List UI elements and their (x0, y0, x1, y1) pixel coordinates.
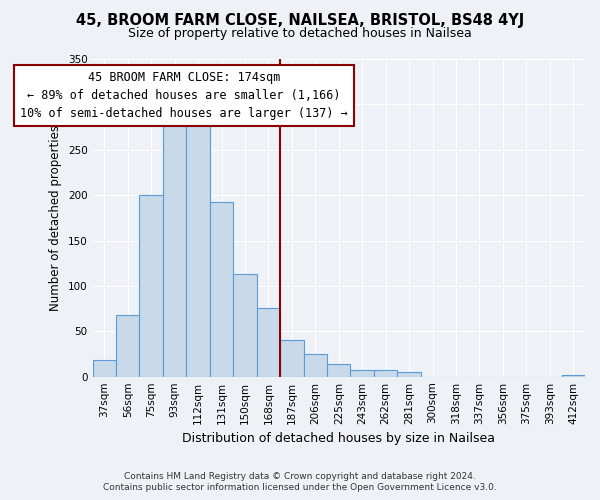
Text: Size of property relative to detached houses in Nailsea: Size of property relative to detached ho… (128, 28, 472, 40)
Bar (257, 308, 280, 376)
X-axis label: Distribution of detached houses by size in Nailsea: Distribution of detached houses by size … (182, 432, 495, 445)
Bar (116, 315, 139, 376)
Text: Contains HM Land Registry data © Crown copyright and database right 2024.
Contai: Contains HM Land Registry data © Crown c… (103, 472, 497, 492)
Bar (397, 372, 421, 376)
Bar (304, 354, 327, 376)
Bar (562, 375, 585, 376)
Bar (210, 202, 233, 376)
Y-axis label: Number of detached properties: Number of detached properties (49, 125, 62, 311)
Bar (163, 124, 187, 376)
Bar (139, 195, 163, 376)
Bar (233, 274, 257, 376)
Text: 45, BROOM FARM CLOSE, NAILSEA, BRISTOL, BS48 4YJ: 45, BROOM FARM CLOSE, NAILSEA, BRISTOL, … (76, 12, 524, 28)
Bar (187, 124, 210, 376)
Bar (327, 364, 350, 376)
Bar (350, 370, 374, 376)
Bar (92, 360, 116, 376)
Text: 45 BROOM FARM CLOSE: 174sqm
← 89% of detached houses are smaller (1,166)
10% of : 45 BROOM FARM CLOSE: 174sqm ← 89% of det… (20, 71, 348, 120)
Bar (374, 370, 397, 376)
Bar (280, 340, 304, 376)
